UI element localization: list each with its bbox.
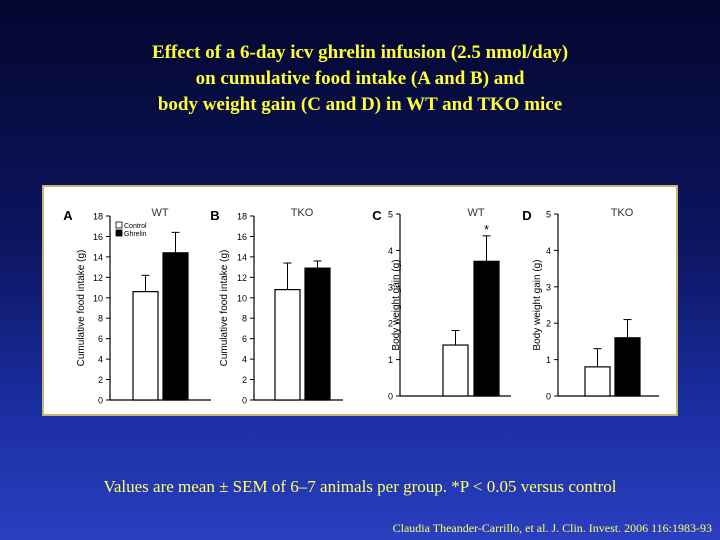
chart-d-bar-control — [584, 366, 611, 397]
chart-b-y-tick-label: 14 — [237, 252, 247, 262]
chart-a-y-axis-label: Cumulative food intake (g) — [76, 250, 87, 367]
chart-b-y-tick-label: 0 — [242, 396, 247, 406]
chart-b-y-tick-label: 18 — [237, 212, 247, 222]
chart-c-y-tick-label: 1 — [388, 355, 393, 365]
chart-a-title: WT — [151, 207, 168, 219]
chart-a-legend-label: Control — [124, 223, 147, 230]
chart-a-y-tick-label: 14 — [93, 252, 103, 262]
chart-a-y-tick-label: 16 — [93, 232, 103, 242]
title-line-1: Effect of a 6-day icv ghrelin infusion (… — [151, 42, 569, 63]
chart-a-legend-label: Ghrelin — [124, 231, 147, 238]
chart-a-y-tick-label: 6 — [98, 334, 103, 344]
chart-a-panel-letter: A — [63, 208, 73, 223]
chart-d-y-tick-label: 1 — [546, 355, 551, 365]
chart-a-legend-swatch — [115, 221, 123, 229]
chart-b-y-tick-label: 8 — [242, 314, 247, 324]
chart-d-bar-ghrelin — [614, 337, 641, 397]
chart-a-y-tick-label: 10 — [93, 293, 103, 303]
citation: Claudia Theander-Carrillo, et al. J. Cli… — [392, 521, 712, 535]
chart-b-y-tick-label: 16 — [237, 232, 247, 242]
chart-c-bar-control — [442, 344, 469, 397]
chart-a-y-tick-label: 2 — [98, 375, 103, 385]
chart-c-y-tick-label: 2 — [388, 319, 393, 329]
chart-b-title: TKO — [291, 207, 314, 219]
chart-d-panel-letter: D — [522, 208, 531, 223]
title-line-3: body weight gain (C and D) in WT and TKO… — [157, 94, 563, 115]
chart-b-y-tick-label: 10 — [237, 293, 247, 303]
chart-c-y-tick-label: 3 — [388, 282, 393, 292]
chart-d-y-tick-label: 0 — [546, 392, 551, 402]
chart-d-title: TKO — [611, 207, 634, 219]
chart-b-panel-letter: B — [210, 208, 219, 223]
chart-d-y-tick-label: 2 — [546, 319, 551, 329]
chart-a-bar-control — [132, 291, 159, 401]
chart-b-y-axis-label: Cumulative food intake (g) — [219, 250, 230, 367]
figure-panel: A WT Cumulative food intake (g) 0 2 4 6 8 10 12 14… — [42, 185, 678, 416]
chart-a-y-tick-label: 8 — [98, 314, 103, 324]
chart-c-bar-ghrelin — [473, 260, 500, 397]
chart-a-y-tick-label: 0 — [98, 396, 103, 406]
chart-b-bar-ghrelin — [304, 267, 331, 401]
chart-c-y-tick-label: 4 — [388, 246, 393, 256]
chart-b-y-tick-label: 4 — [242, 355, 247, 365]
chart-b-bar-control — [274, 288, 301, 401]
chart-b-y-tick-label: 6 — [242, 334, 247, 344]
title-line-2: on cumulative food intake (A and B) and — [195, 68, 525, 89]
chart-a-bar-ghrelin — [162, 252, 189, 401]
chart-a-y-tick-label: 12 — [93, 273, 103, 283]
chart-b-y-tick-label: 2 — [242, 375, 247, 385]
chart-d-y-tick-label: 5 — [546, 210, 551, 220]
slide-title: Effect of a 6-day icv ghrelin infusion (… — [0, 40, 720, 118]
chart-d-y-tick-label: 4 — [546, 246, 551, 256]
footnote: Values are mean ± SEM of 6–7 animals per… — [103, 477, 617, 496]
chart-d-y-axis-label: Body weight gain (g) — [532, 259, 543, 350]
chart-c-y-tick-label: 0 — [388, 392, 393, 402]
chart-c-title: WT — [467, 207, 484, 219]
chart-c-significance-mark: * — [484, 222, 489, 237]
chart-b-y-tick-label: 12 — [237, 273, 247, 283]
chart-d-y-tick-label: 3 — [546, 282, 551, 292]
chart-a-legend-swatch — [115, 229, 123, 237]
chart-c-panel-letter: C — [372, 208, 382, 223]
chart-c-y-axis-label: Body weight gain (g) — [391, 259, 402, 350]
chart-a-y-tick-label: 4 — [98, 355, 103, 365]
chart-a-y-tick-label: 18 — [93, 212, 103, 222]
chart-c-y-tick-label: 5 — [388, 210, 393, 220]
